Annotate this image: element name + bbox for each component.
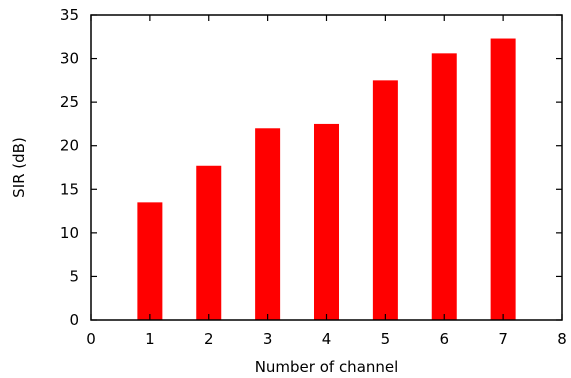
x-tick-label: 2	[204, 330, 214, 348]
bar-6	[431, 53, 457, 320]
y-tick-label: 20	[60, 137, 79, 155]
plot-frame	[90, 14, 563, 321]
x-tick-labels: 0 1 2 3 4 5 6 7 8	[86, 330, 567, 348]
bar-5	[372, 80, 398, 320]
x-tick-label: 8	[557, 330, 567, 348]
x-axis-label: Number of channel	[255, 358, 399, 376]
x-tick-label: 1	[145, 330, 155, 348]
x-tick-label: 6	[439, 330, 449, 348]
y-tick-label: 35	[60, 6, 79, 24]
x-tick-label: 0	[86, 330, 96, 348]
bar-3	[255, 128, 281, 320]
y-axis-label: SIR (dB)	[10, 137, 28, 198]
bar-series	[137, 38, 516, 321]
x-tick-label: 7	[498, 330, 508, 348]
y-tick-label: 10	[60, 224, 79, 242]
y-tick-label: 0	[69, 311, 79, 329]
y-tick-labels: 0 5 10 15 20 25 30 35	[60, 6, 79, 329]
x-tick-label: 5	[381, 330, 391, 348]
y-tick-label: 15	[60, 180, 79, 198]
bar-1	[137, 202, 163, 320]
bar-2	[196, 165, 222, 320]
y-tick-label: 25	[60, 93, 79, 111]
x-tick-label: 4	[322, 330, 332, 348]
y-tick-label: 30	[60, 50, 79, 68]
bar-4	[314, 123, 339, 320]
y-tick-label: 5	[69, 267, 79, 285]
x-tick-label: 3	[263, 330, 273, 348]
bar-7	[490, 38, 516, 321]
